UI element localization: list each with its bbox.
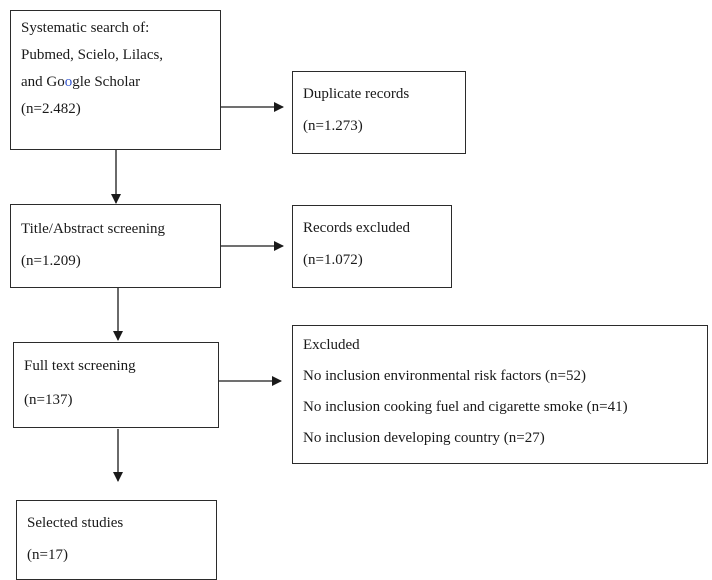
excluded-reason-3: No inclusion developing country (n=27): [303, 430, 545, 446]
screening-title: Title/Abstract screening: [21, 221, 166, 237]
search-line-1: Systematic search of:: [21, 20, 150, 36]
records-excluded-box: Records excluded (n=1.072): [292, 205, 452, 288]
fulltext-count: (n=137): [24, 392, 73, 408]
selected-count: (n=17): [27, 547, 68, 563]
excluded-reason-1: No inclusion environmental risk factors …: [303, 368, 586, 384]
duplicates-box: Duplicate records (n=1.273): [292, 71, 466, 154]
excluded-title: Excluded: [303, 337, 360, 353]
records-excluded-title: Records excluded: [303, 220, 411, 236]
search-count: (n=2.482): [21, 101, 81, 117]
duplicates-title: Duplicate records: [303, 86, 410, 102]
records-excluded-count: (n=1.072): [303, 252, 363, 268]
fulltext-title: Full text screening: [24, 358, 136, 374]
search-line-3: and Google Scholar: [21, 74, 141, 90]
search-line-2: Pubmed, Scielo, Lilacs,: [21, 47, 164, 63]
duplicates-count: (n=1.273): [303, 118, 363, 134]
excluded-reason-2: No inclusion cooking fuel and cigarette …: [303, 399, 628, 415]
screening-box: Title/Abstract screening (n=1.209): [10, 204, 221, 288]
selected-box: Selected studies (n=17): [16, 500, 217, 580]
selected-title: Selected studies: [27, 515, 124, 531]
screening-count: (n=1.209): [21, 253, 81, 269]
excluded-box: Excluded No inclusion environmental risk…: [292, 325, 708, 464]
connector-layer: [111, 102, 284, 482]
search-box: Systematic search of: Pubmed, Scielo, Li…: [10, 10, 221, 150]
fulltext-box: Full text screening (n=137): [13, 342, 219, 428]
